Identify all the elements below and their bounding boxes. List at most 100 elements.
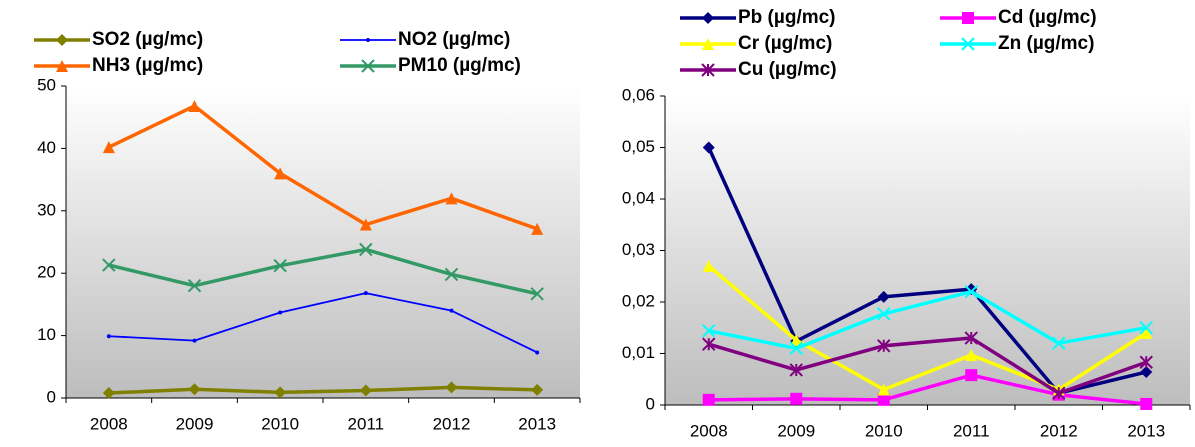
marker [877,339,891,353]
marker [1139,355,1153,369]
marker [877,393,890,406]
legend-label: Cr (µg/mc) [738,33,832,54]
marker [359,384,372,397]
series-line [708,289,1147,351]
series-line [108,247,538,296]
y-tick-label: 0,06 [622,85,655,104]
marker [965,369,978,382]
marker [102,387,115,400]
marker [790,334,803,347]
series-line [108,385,538,395]
marker [702,393,715,406]
x-tick-label: 2013 [1127,421,1165,440]
plot-background [665,96,1190,405]
marker [789,363,803,377]
marker [449,308,454,313]
x-tick-label: 2011 [348,414,385,433]
y-tick-label: 20 [37,263,56,282]
marker [445,192,458,205]
marker-stroke [187,278,202,293]
marker [964,331,978,345]
y-tick-label: 40 [37,138,56,157]
legend-label: NH3 (µg/mc) [92,55,203,76]
marker [789,341,803,356]
marker [702,12,714,24]
series-line [108,104,538,231]
marker-stroke [273,259,287,273]
marker [1052,336,1066,350]
y-tick-label: 0 [47,387,56,406]
x-tick-label: 2013 [518,414,556,433]
marker-stroke [102,258,116,272]
marker [531,383,544,396]
series-line [708,336,1147,395]
series-line [707,264,1148,392]
marker [359,242,373,257]
marker [702,337,716,351]
marker [102,141,115,154]
marker [187,278,202,293]
marker [1140,366,1153,379]
series-line [108,292,538,354]
legend-label: PM10 (µg/mc) [398,55,521,76]
marker [877,383,890,396]
marker [278,310,283,315]
x-tick-label: 2009 [777,421,815,440]
legend-label: Zn (µg/mc) [998,33,1094,54]
y-tick-label: 0,04 [622,188,655,207]
legend-label: NO2 (µg/mc) [398,29,510,50]
marker [106,334,111,339]
marker [56,60,68,72]
marker [273,259,287,273]
marker-stroke [1052,336,1066,350]
marker [1140,326,1153,339]
x-tick-label: 2012 [1040,421,1078,440]
x-tick-label: 2010 [865,421,903,440]
marker-stroke [702,324,716,338]
y-tick-label: 0,03 [622,240,655,259]
marker [359,218,372,231]
marker-stroke [361,59,375,73]
marker [702,38,714,50]
marker [274,167,287,180]
y-tick-label: 10 [37,325,56,344]
marker [56,34,68,46]
y-tick-label: 0 [646,394,655,413]
legend-label: Cd (µg/mc) [998,7,1097,28]
marker [961,37,975,51]
series-line [708,373,1147,406]
marker [192,338,197,343]
marker [188,99,201,112]
x-tick-label: 2012 [433,414,471,433]
y-tick-label: 0,05 [622,137,655,156]
marker [965,349,978,362]
x-tick-label: 2011 [953,421,990,440]
marker-stroke [961,37,975,51]
marker-stroke [530,287,544,301]
y-tick-label: 30 [37,200,56,219]
marker [366,38,370,42]
marker-stroke [444,267,459,282]
marker [102,258,116,272]
marker [363,291,368,296]
marker-stroke [359,242,373,257]
x-tick-label: 2010 [261,414,299,433]
x-tick-label: 2008 [690,421,728,440]
marker [188,383,201,396]
x-tick-label: 2008 [90,414,128,433]
marker-stroke [964,284,978,299]
marker [702,141,715,154]
y-tick-label: 50 [37,75,56,94]
x-tick-label: 2009 [176,414,214,433]
marker [702,259,715,272]
marker [702,324,716,338]
y-tick-label: 0,02 [622,291,655,310]
marker [530,287,544,301]
marker [535,350,540,355]
marker [1140,397,1153,410]
marker [962,12,974,24]
marker [445,381,458,394]
marker [877,290,890,303]
legend-label: SO2 (µg/mc) [92,29,203,50]
legend-label: Cu (µg/mc) [738,59,837,80]
